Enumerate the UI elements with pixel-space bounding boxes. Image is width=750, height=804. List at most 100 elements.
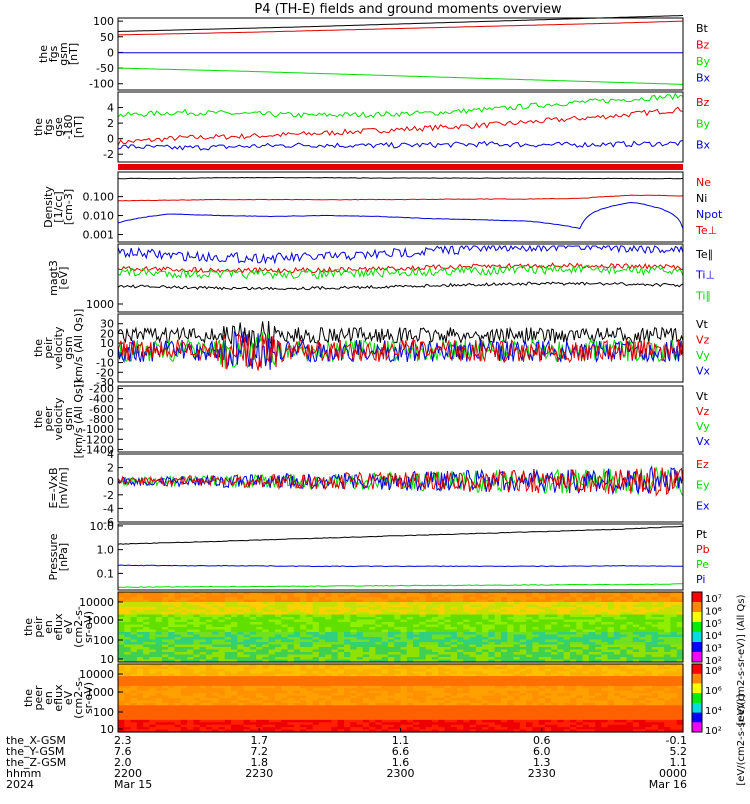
legend-entry: Vy xyxy=(696,420,710,433)
tick-label: 10 xyxy=(100,653,114,666)
series-line xyxy=(118,282,683,290)
tick-label: 0 xyxy=(107,475,114,488)
legend-entry: Npot xyxy=(696,208,723,221)
series-line xyxy=(118,246,683,263)
tick-label: -2 xyxy=(103,148,114,161)
panel-temperature: magt3[eV] 1000 Te∥ Ti⊥ Ti∥ xyxy=(47,244,715,312)
series-line xyxy=(118,68,683,84)
colorbar-tick: 10⁶ xyxy=(705,606,722,617)
legend-entry: Vt xyxy=(696,390,709,403)
legend-entry: Pi xyxy=(696,573,705,586)
legend-entry: Ex xyxy=(696,499,710,512)
tick-label: 50 xyxy=(100,31,114,44)
legend-entry: Bx xyxy=(696,72,711,85)
tick-label: -2 xyxy=(103,489,114,502)
colorbar-seg xyxy=(692,622,702,633)
panel-frame xyxy=(118,386,683,452)
tick-label: 2 xyxy=(107,462,114,475)
plot-title: P4 (TH-E) fields and ground moments over… xyxy=(254,2,562,17)
ylabel-line: [eV] xyxy=(57,267,70,290)
series-line xyxy=(118,468,683,496)
panel-ylabel: magt3[eV] xyxy=(47,260,70,296)
colorbar-tick: 10⁷ xyxy=(705,594,722,605)
legend-entry: Pt xyxy=(696,528,708,541)
series-line xyxy=(118,141,683,150)
panel-pressure: Pressure[nPa] 10.0 1.0 0.1 Pt Pb Pe Pi xyxy=(47,520,710,590)
panel-ylabel: E=-VxB[mV/m] xyxy=(47,467,70,508)
tick-label: 100 xyxy=(93,634,114,647)
legend-entry: Ni xyxy=(696,192,707,205)
legend-entry: Ti∥ xyxy=(695,289,711,302)
colorbar-tick: 10⁵ xyxy=(705,619,722,630)
data-gap-bar xyxy=(118,164,683,170)
panel-peir_spec: thepeirenefluxeV(cm2-s-sr-eV)10000100010… xyxy=(22,592,722,667)
panel-frame xyxy=(118,454,683,522)
tick-label: 0.010 xyxy=(83,210,115,223)
panel-ylabel: Pressure[nPa] xyxy=(47,533,70,580)
tick-label: -4 xyxy=(103,502,114,515)
colorbar-tick: 10⁴ xyxy=(705,631,722,642)
legend-entry: Bz xyxy=(696,96,710,109)
colorbar-seg xyxy=(692,632,702,643)
legend-entry: Bt xyxy=(696,22,709,35)
colorbar-seg xyxy=(692,642,702,653)
colorbar-seg xyxy=(692,612,702,623)
legend-entry: By xyxy=(696,55,711,68)
legend-entry: By xyxy=(696,117,711,130)
tick-label: 1000 xyxy=(86,298,114,311)
legend-entry: Vz xyxy=(696,334,710,347)
series-line xyxy=(118,565,683,567)
tick-label: 4 xyxy=(107,102,114,115)
panel-peer_spec: thepeerenefluxeV(cm2-s-sr-eV)10000100010… xyxy=(22,664,722,737)
ylabel-line: [mV/m] xyxy=(57,467,70,508)
legend-entry: Pe xyxy=(696,558,709,571)
series-line xyxy=(118,203,683,229)
legend-entry: Bz xyxy=(696,39,710,52)
legend-entry: Vx xyxy=(696,365,711,378)
series-line xyxy=(118,195,683,201)
colorbar-seg xyxy=(692,652,702,663)
ylabel-line: [nPa] xyxy=(57,543,70,571)
legend-entry: Te∥ xyxy=(695,248,713,261)
tick-label: 1.0 xyxy=(97,544,115,557)
colorbar-seg xyxy=(692,602,702,613)
panel-ylabel: Density[1/cc][cm-3] xyxy=(42,186,75,228)
panel-frame xyxy=(118,524,683,590)
tick-label: -100 xyxy=(89,78,114,91)
legend-entry: Bx xyxy=(696,139,711,152)
legend-entry: Ne xyxy=(696,176,711,189)
legend-entry: Vz xyxy=(696,405,710,418)
colorbar-tick: 10³ xyxy=(705,644,722,655)
tick-label: 10.0 xyxy=(90,520,115,533)
legend-entry: Ti⊥ xyxy=(695,269,715,282)
panels-group: thefgsgsm[nT]100500-50-100BtBzByBxthefgs… xyxy=(22,15,747,786)
series-line xyxy=(118,107,683,145)
tick-label: 2 xyxy=(107,117,114,130)
tick-label: 0.100 xyxy=(83,191,115,204)
tick-label: 0 xyxy=(107,133,114,146)
legend-entry: Vt xyxy=(696,318,709,331)
legend-entry: Vx xyxy=(696,435,711,448)
ylabel-line: [km/s (All Qs)] xyxy=(72,309,85,388)
panel-frame xyxy=(118,92,683,162)
tick-label: -50 xyxy=(96,62,114,75)
tick-label: 100 xyxy=(93,15,114,28)
tick-label: 0 xyxy=(107,46,114,59)
series-line xyxy=(118,584,683,588)
legend-entry: Te⊥ xyxy=(695,224,717,237)
tick-label: 0.1 xyxy=(97,567,115,580)
legend-entry: Pb xyxy=(696,543,710,556)
legend-entry: Ey xyxy=(696,479,710,492)
tick-label: 0.001 xyxy=(83,228,115,241)
